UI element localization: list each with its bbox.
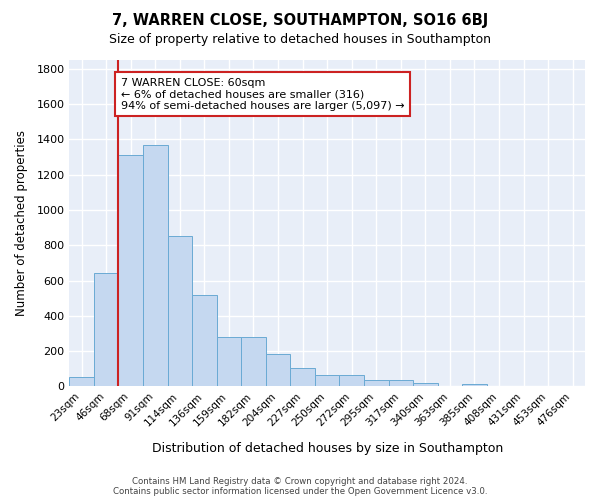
- Bar: [389, 380, 413, 386]
- Bar: [340, 375, 364, 386]
- Bar: [143, 144, 167, 386]
- Bar: [192, 294, 217, 386]
- Bar: [290, 368, 315, 386]
- Text: Contains HM Land Registry data © Crown copyright and database right 2024.: Contains HM Land Registry data © Crown c…: [132, 478, 468, 486]
- Bar: [266, 354, 290, 386]
- X-axis label: Distribution of detached houses by size in Southampton: Distribution of detached houses by size …: [152, 442, 503, 455]
- Bar: [167, 236, 192, 386]
- Text: 7, WARREN CLOSE, SOUTHAMPTON, SO16 6BJ: 7, WARREN CLOSE, SOUTHAMPTON, SO16 6BJ: [112, 12, 488, 28]
- Bar: [364, 380, 389, 386]
- Bar: [315, 375, 340, 386]
- Bar: [70, 376, 94, 386]
- Bar: [217, 338, 241, 386]
- Bar: [118, 156, 143, 386]
- Text: 7 WARREN CLOSE: 60sqm
← 6% of detached houses are smaller (316)
94% of semi-deta: 7 WARREN CLOSE: 60sqm ← 6% of detached h…: [121, 78, 404, 111]
- Bar: [94, 274, 118, 386]
- Bar: [462, 384, 487, 386]
- Bar: [413, 383, 437, 386]
- Y-axis label: Number of detached properties: Number of detached properties: [15, 130, 28, 316]
- Bar: [241, 338, 266, 386]
- Text: Contains public sector information licensed under the Open Government Licence v3: Contains public sector information licen…: [113, 487, 487, 496]
- Text: Size of property relative to detached houses in Southampton: Size of property relative to detached ho…: [109, 32, 491, 46]
